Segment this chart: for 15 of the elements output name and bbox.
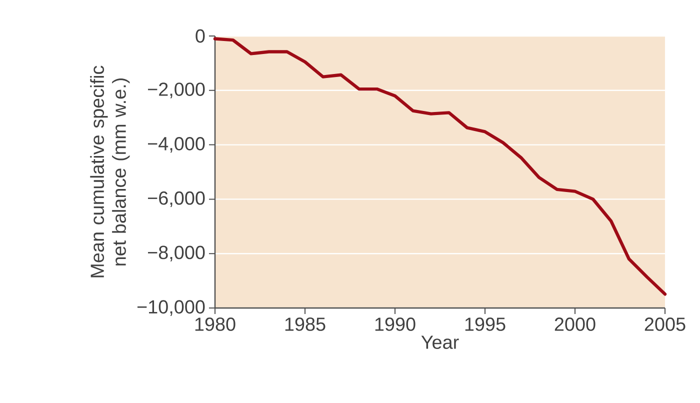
y-tick-label: −8,000: [148, 246, 205, 262]
x-axis-title: Year: [421, 336, 459, 349]
x-tick-label: 2000: [554, 318, 596, 331]
y-axis-title: Mean cumulative specific net balance (mm w.e.): [90, 66, 130, 278]
x-tick-label: 1995: [465, 318, 506, 331]
y-tick-label: −2,000: [148, 82, 205, 98]
x-tick-label: 2005: [644, 318, 686, 331]
line-series: [213, 37, 667, 296]
y-tick-label: −6,000: [148, 191, 205, 208]
x-tick-label: 1985: [285, 318, 326, 331]
y-tick-label: −4,000: [148, 136, 205, 153]
x-tick-label: 1990: [375, 318, 416, 331]
y-tick-label: −10,000: [137, 300, 205, 316]
x-tick-label: 1980: [195, 318, 236, 331]
y-tick-label: 0: [196, 29, 205, 43]
